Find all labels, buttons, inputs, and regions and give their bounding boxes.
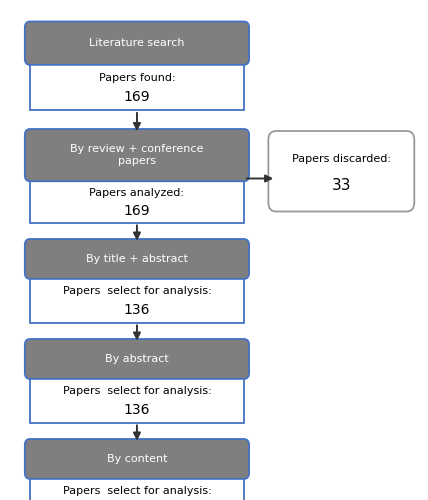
Text: 33: 33 bbox=[332, 178, 351, 192]
FancyBboxPatch shape bbox=[25, 22, 249, 65]
FancyBboxPatch shape bbox=[30, 59, 244, 110]
FancyBboxPatch shape bbox=[30, 473, 244, 500]
Text: By review + conference
papers: By review + conference papers bbox=[70, 144, 204, 166]
FancyBboxPatch shape bbox=[25, 439, 249, 479]
Text: Papers  select for analysis:: Papers select for analysis: bbox=[62, 386, 211, 396]
Text: Papers analyzed:: Papers analyzed: bbox=[89, 188, 184, 198]
Text: 136: 136 bbox=[124, 303, 150, 317]
FancyBboxPatch shape bbox=[30, 175, 244, 222]
FancyBboxPatch shape bbox=[25, 129, 249, 181]
FancyBboxPatch shape bbox=[30, 273, 244, 322]
Text: By abstract: By abstract bbox=[105, 354, 169, 364]
Text: 136: 136 bbox=[124, 403, 150, 417]
Text: Papers  select for analysis:: Papers select for analysis: bbox=[62, 486, 211, 496]
FancyBboxPatch shape bbox=[30, 373, 244, 422]
Text: By title + abstract: By title + abstract bbox=[86, 254, 188, 264]
Text: Papers  select for analysis:: Papers select for analysis: bbox=[62, 286, 211, 296]
Text: 169: 169 bbox=[124, 90, 150, 104]
FancyBboxPatch shape bbox=[268, 131, 414, 212]
Text: By content: By content bbox=[107, 454, 167, 464]
Text: Literature search: Literature search bbox=[89, 38, 185, 48]
Text: 169: 169 bbox=[124, 204, 150, 218]
Text: Papers discarded:: Papers discarded: bbox=[292, 154, 391, 164]
FancyBboxPatch shape bbox=[25, 339, 249, 379]
FancyBboxPatch shape bbox=[25, 239, 249, 279]
Text: Papers found:: Papers found: bbox=[98, 73, 175, 83]
